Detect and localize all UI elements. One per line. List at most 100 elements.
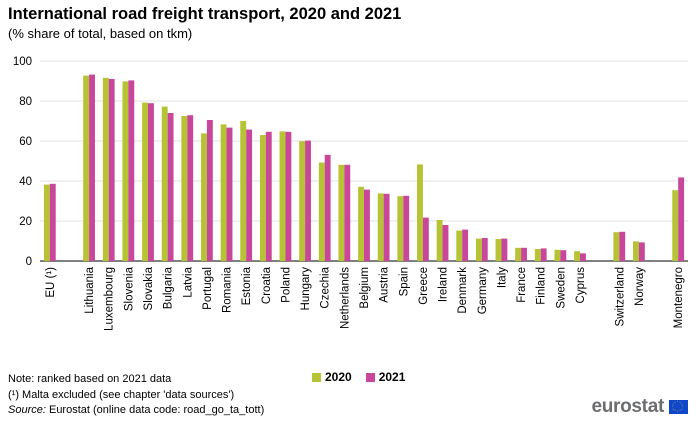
- bar-2020: [554, 249, 561, 261]
- bar-2020: [220, 124, 227, 262]
- x-tick-label: Belgium: [359, 267, 371, 309]
- bar-2020: [397, 196, 404, 261]
- flag-star-icon: •: [672, 406, 674, 411]
- bar-2020: [613, 232, 620, 261]
- bar-2021: [206, 120, 213, 261]
- bar-2020: [299, 141, 306, 261]
- bar-2021: [580, 253, 586, 261]
- bar-2020: [142, 102, 148, 261]
- bar-2020: [43, 184, 50, 261]
- bar-2020: [83, 75, 90, 261]
- bar-2021: [167, 113, 174, 261]
- flag-star-icon: •: [679, 399, 681, 404]
- legend-label-2020: 2020: [325, 370, 352, 384]
- bar-2021: [305, 140, 311, 261]
- flag-star-icon: •: [679, 408, 681, 413]
- x-tick-label: Ireland: [438, 267, 450, 302]
- bar-2021: [462, 229, 469, 261]
- x-tick-label: Montenegro: [673, 267, 685, 328]
- legend-label-2021: 2021: [378, 370, 406, 384]
- bar-2020: [358, 186, 364, 261]
- x-tick-label: Romania: [222, 266, 234, 313]
- bar-2021: [501, 238, 508, 261]
- flag-star-icon: •: [672, 404, 674, 408]
- chart-title: International road freight transport, 20…: [8, 5, 402, 23]
- bar-2020: [240, 121, 247, 261]
- y-tick-label: 60: [19, 136, 32, 148]
- y-tick-label: 20: [19, 216, 32, 228]
- bar-2020: [436, 220, 443, 261]
- bar-2021: [481, 238, 488, 261]
- x-tick-label: Sweden: [555, 267, 567, 309]
- x-tick-label: France: [516, 267, 528, 303]
- bar-2020: [633, 241, 639, 261]
- bar-2021: [619, 231, 626, 261]
- bar-2021: [285, 131, 292, 261]
- x-tick-label: Slovenia: [123, 266, 135, 311]
- flag-star-icon: •: [674, 399, 676, 404]
- x-tick-label: Hungary: [300, 267, 312, 311]
- bar-2021: [324, 154, 331, 261]
- bar-2021: [383, 193, 390, 261]
- legend-swatch-2021: [365, 372, 375, 382]
- x-tick-label: EU (¹): [45, 267, 57, 298]
- flag-star-icon: •: [681, 401, 683, 406]
- x-tick-label: Cyprus: [575, 267, 587, 304]
- bar-2021: [265, 131, 272, 261]
- bar-2020: [259, 135, 266, 261]
- x-tick-label: Denmark: [457, 267, 469, 314]
- y-tick-label: 100: [13, 56, 32, 68]
- flag-star-icon: •: [677, 399, 679, 403]
- note-ranking: Note: ranked based on 2021 data: [8, 373, 172, 385]
- x-tick-label: Latvia: [182, 266, 194, 297]
- x-tick-label: Portugal: [202, 267, 214, 310]
- flag-star-icon: •: [674, 408, 676, 413]
- bar-2021: [187, 115, 194, 261]
- x-tick-label: Lithuania: [84, 266, 96, 313]
- x-tick-label: Netherlands: [339, 267, 351, 329]
- bar-2020: [377, 193, 384, 261]
- x-tick-label: Slovakia: [143, 266, 155, 310]
- bar-2020: [574, 251, 580, 261]
- flag-star-icon: •: [672, 401, 674, 406]
- legend-item-2020: 2020: [312, 370, 352, 384]
- x-tick-label: Croatia: [261, 266, 273, 304]
- bar-2020: [417, 164, 423, 261]
- source-label: Source:: [8, 404, 46, 416]
- bar-2021: [403, 195, 410, 261]
- x-tick-label: Poland: [280, 267, 292, 303]
- bar-2020: [161, 106, 168, 261]
- bar-2020: [318, 162, 325, 261]
- x-tick-label: Finland: [536, 267, 548, 305]
- bar-2020: [122, 81, 129, 262]
- bar-2021: [49, 183, 56, 261]
- x-tick-label: Italy: [496, 267, 508, 288]
- bar-2020: [456, 230, 463, 261]
- bar-2021: [89, 74, 95, 261]
- bar-2021: [521, 247, 527, 261]
- bar-2020: [534, 249, 541, 261]
- bar-2020: [475, 238, 482, 261]
- source-text: Eurostat (online data code: road_go_ta_t…: [45, 404, 265, 416]
- bar-2020: [495, 239, 502, 261]
- chart-subtitle: (% share of total, based on tkm): [8, 26, 193, 41]
- x-tick-label: Switzerland: [614, 267, 626, 326]
- eurostat-logo: eurostat • • • • • • • • • • • •: [591, 396, 688, 418]
- x-tick-label: Spain: [398, 267, 410, 296]
- eu-flag-icon: • • • • • • • • • • • •: [669, 400, 688, 414]
- eurostat-wordmark: eurostat: [591, 396, 664, 417]
- x-tick-label: Greece: [418, 267, 430, 305]
- bar-2020: [102, 77, 109, 261]
- bar-2021: [560, 250, 567, 261]
- flag-star-icon: •: [682, 404, 684, 408]
- x-tick-label: Luxembourg: [104, 267, 116, 331]
- bar-2021: [148, 103, 154, 261]
- x-tick-label: Czechia: [320, 266, 332, 308]
- bar-2021: [540, 248, 547, 261]
- bar-2020: [672, 190, 679, 261]
- note-malta: (¹) Malta excluded (see chapter 'data so…: [8, 388, 235, 401]
- bar-2020: [201, 133, 207, 261]
- note-source: Source: Eurostat (online data code: road…: [8, 403, 264, 419]
- legend-item-2021: 2021: [365, 370, 406, 384]
- legend-swatch-2020: [312, 372, 321, 382]
